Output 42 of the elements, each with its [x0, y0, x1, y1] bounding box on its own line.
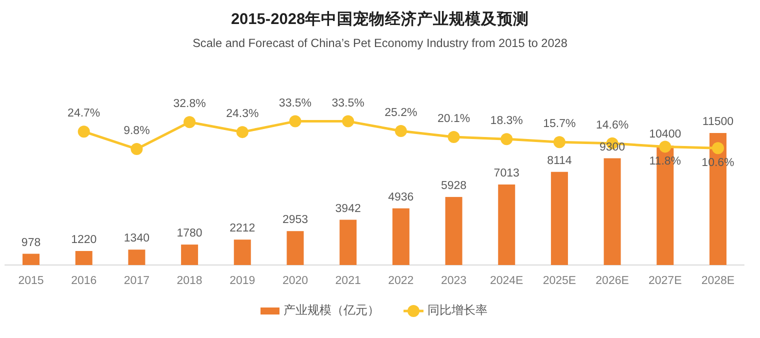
data-label: 33.5%	[278, 97, 312, 110]
x-tick-label: 2018	[176, 275, 202, 288]
x-tick-label: 2022	[388, 275, 414, 288]
x-tick-label: 2017	[124, 275, 150, 288]
data-label: 18.3%	[490, 115, 523, 128]
x-tick-label: 2021	[335, 275, 361, 288]
data-label: 14.6%	[596, 119, 629, 132]
data-label: 3942	[335, 202, 361, 215]
x-tick-label: 2026E	[596, 275, 630, 288]
data-label: 24.7%	[68, 108, 100, 120]
x-tick-label: 2028E	[701, 275, 735, 288]
x-tick-label: 2019	[230, 275, 256, 288]
data-label: 4936	[388, 191, 414, 204]
x-tick-label: 2015	[18, 275, 44, 288]
data-label: 33.5%	[332, 97, 364, 110]
data-label: 32.8%	[173, 98, 206, 110]
data-label: 11500	[702, 116, 734, 128]
x-tick-label: 2020	[282, 275, 308, 288]
chart-subtitle: Scale and Forecast of China’s Pet Economy Industry from 2015 to 2028	[192, 36, 568, 50]
x-tick-label: 2024E	[490, 275, 524, 288]
x-tick-label: 2016	[71, 275, 97, 288]
data-label: 1220	[71, 234, 97, 246]
data-label: 10400	[649, 128, 682, 141]
data-label: 2953	[282, 214, 308, 226]
data-label: 8114	[547, 154, 572, 167]
data-label: 15.7%	[543, 118, 576, 130]
data-label: 20.1%	[437, 113, 470, 126]
data-label: 9.8%	[124, 125, 150, 138]
x-tick-label: 2025E	[542, 275, 576, 288]
data-label: 5928	[440, 180, 467, 192]
legend-label: 产业规模（亿元）	[284, 303, 380, 318]
data-label: 2212	[230, 222, 256, 235]
x-tick-label: 2027E	[648, 275, 682, 288]
data-label: 7013	[494, 168, 520, 180]
data-label: 1340	[124, 232, 150, 245]
chart-title: 2015-2028年中国宠物经济产业规模及预测	[230, 10, 530, 28]
data-label: 25.2%	[384, 107, 418, 120]
data-label: 24.3%	[226, 108, 259, 120]
data-label: 978	[21, 236, 41, 249]
x-tick-label: 2023	[440, 275, 467, 288]
legend-label: 同比增长率	[428, 303, 488, 318]
data-label: 1780	[176, 228, 202, 240]
